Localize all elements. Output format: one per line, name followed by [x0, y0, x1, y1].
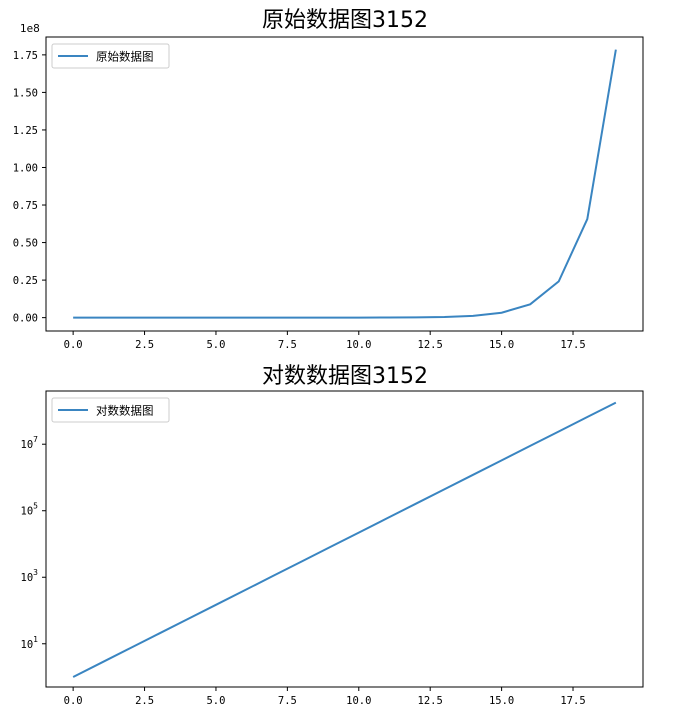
legend: 对数数据图	[51, 397, 170, 423]
y-tick-label: 0.50	[13, 238, 38, 250]
data-point	[472, 315, 474, 317]
data-point	[558, 280, 560, 282]
data-point	[272, 575, 274, 577]
series-line	[72, 401, 617, 678]
y-tick-exponent: 7	[33, 435, 38, 444]
y-tick-base: 10	[21, 439, 34, 451]
y-tick-exponent: 1	[33, 635, 38, 644]
data-point	[472, 474, 474, 476]
data-point	[329, 317, 331, 319]
x-tick-label: 7.5	[278, 339, 297, 351]
data-point	[386, 517, 388, 519]
x-tick-label: 15.0	[489, 339, 514, 351]
data-point	[72, 317, 74, 319]
legend-label: 原始数据图	[96, 50, 154, 64]
y-tick-label: 0.75	[13, 200, 38, 212]
y-tick-label: 1.25	[13, 125, 38, 137]
data-point	[301, 560, 303, 562]
data-point	[386, 317, 388, 319]
data-point	[358, 317, 360, 319]
y-tick-label: 105	[21, 502, 39, 518]
plot-frame	[45, 36, 644, 332]
data-point	[529, 303, 531, 305]
y-tick-exponent: 3	[33, 568, 38, 577]
data-point	[215, 317, 217, 319]
x-tick-label: 2.5	[135, 339, 154, 351]
x-tick-label: 2.5	[135, 695, 154, 707]
legend-box	[51, 397, 170, 423]
data-point	[358, 532, 360, 534]
legend-box	[51, 43, 170, 69]
x-tick-label: 17.5	[560, 695, 585, 707]
y-tick-base: 10	[21, 572, 34, 584]
data-point	[415, 316, 417, 318]
data-point	[529, 445, 531, 447]
data-point	[501, 312, 503, 314]
y-tick-label: 101	[21, 635, 39, 651]
data-point	[586, 218, 588, 220]
data-point	[186, 317, 188, 319]
data-point	[158, 633, 160, 635]
y-tick-label: 0.25	[13, 275, 38, 287]
chart-title: 对数数据图3152	[262, 364, 428, 389]
data-point	[301, 317, 303, 319]
y-tick-label: 103	[21, 568, 39, 584]
data-point	[129, 647, 131, 649]
x-tick-label: 0.0	[64, 339, 83, 351]
x-tick-label: 5.0	[206, 339, 225, 351]
x-tick-label: 12.5	[418, 695, 443, 707]
y-axis-offset-label: 1e8	[20, 23, 40, 35]
x-tick-label: 10.0	[346, 695, 371, 707]
x-tick-label: 10.0	[346, 339, 371, 351]
data-point	[558, 430, 560, 432]
x-tick-label: 12.5	[418, 339, 443, 351]
log-data-chart: 对数数据图3152 0.0 2.5 5.0 7.5 10.0 12.5 15.0 17.5 10…	[21, 364, 644, 707]
plot-frame	[45, 390, 644, 688]
data-point	[329, 546, 331, 548]
y-tick-base: 10	[21, 506, 34, 518]
y-tick-base: 10	[21, 639, 34, 651]
data-point	[129, 317, 131, 319]
legend: 原始数据图	[51, 43, 170, 69]
data-point	[244, 317, 246, 319]
data-point	[615, 402, 617, 404]
original-data-chart: 原始数据图3152 1e8 0.0 2.5 5.0 7.5 10.0 12.5 15.0 17…	[13, 8, 644, 351]
data-point	[443, 316, 445, 318]
y-tick-label: 1.75	[13, 50, 38, 62]
x-tick-label: 5.0	[206, 695, 225, 707]
data-point	[415, 503, 417, 505]
data-point	[101, 317, 103, 319]
y-tick-label: 1.50	[13, 87, 38, 99]
data-point	[586, 416, 588, 418]
data-point	[158, 317, 160, 319]
data-point	[272, 317, 274, 319]
y-tick-label: 0.00	[13, 313, 38, 325]
data-point	[186, 618, 188, 620]
data-point	[215, 604, 217, 606]
x-tick-label: 7.5	[278, 695, 297, 707]
series-line	[73, 49, 617, 319]
x-tick-label: 0.0	[64, 695, 83, 707]
legend-label: 对数数据图	[96, 404, 154, 418]
y-tick-label: 107	[21, 435, 39, 451]
y-tick-label: 1.00	[13, 162, 38, 174]
data-point	[72, 676, 74, 678]
x-tick-label: 15.0	[489, 695, 514, 707]
data-point	[615, 49, 617, 51]
y-tick-exponent: 5	[33, 502, 38, 511]
data-point	[244, 589, 246, 591]
x-tick-label: 17.5	[560, 339, 585, 351]
chart-title: 原始数据图3152	[262, 8, 428, 33]
data-point	[101, 662, 103, 664]
data-point	[501, 459, 503, 461]
data-point	[443, 488, 445, 490]
